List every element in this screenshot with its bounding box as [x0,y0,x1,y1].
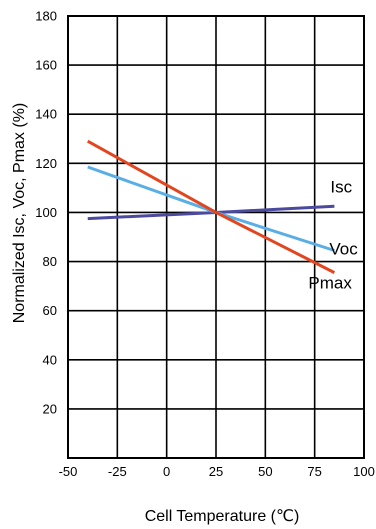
series-label-isc: Isc [330,177,352,196]
y-tick-label: 40 [43,352,57,367]
y-axis-ticks: 20 40 60 80 100 120 140 160 180 [35,9,57,417]
series-lines [87,139,336,274]
plot-border [67,15,365,459]
y-tick-label: 100 [35,205,57,220]
x-tick-label: -50 [59,464,78,479]
y-tick-label: 140 [35,107,57,122]
x-tick-label: -25 [108,464,127,479]
x-axis-ticks: -50 -25 0 25 50 75 100 [59,464,375,479]
x-axis-title: Cell Temperature (℃) [145,508,300,525]
y-axis-title: Normalized Isc, Voc, Pmax (%) [11,103,28,324]
y-tick-label: 20 [43,401,57,416]
y-tick-label: 160 [35,58,57,73]
x-tick-label: 25 [209,464,223,479]
y-tick-label: 180 [35,9,57,24]
x-tick-label: 100 [353,464,375,479]
plot-frame [67,15,365,459]
y-tick-label: 60 [43,303,57,318]
series-line-pmax [87,139,336,274]
x-tick-label: 0 [163,464,170,479]
grid [67,15,365,458]
x-tick-label: 75 [307,464,321,479]
y-tick-label: 120 [35,156,57,171]
y-tick-label: 80 [43,254,57,269]
series-label-voc: Voc [329,240,358,259]
x-tick-label: 50 [258,464,272,479]
series-label-pmax: Pmax [308,274,352,293]
series-labels: Isc Voc Pmax [308,177,358,292]
